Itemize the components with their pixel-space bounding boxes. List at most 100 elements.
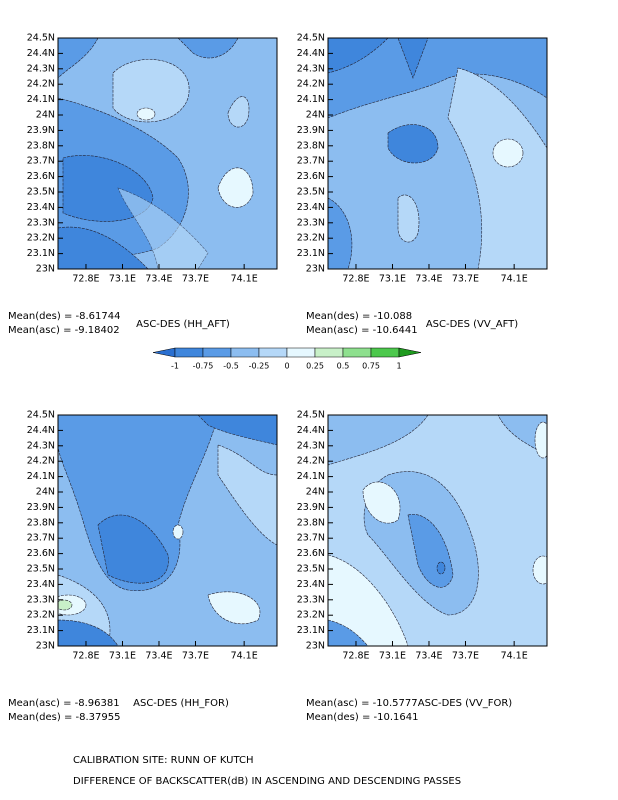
footer-text: DIFFERENCE OF BACKSCATTER(dB) IN ASCENDI…	[73, 776, 461, 787]
y-tick-label: 24.5N	[27, 33, 55, 44]
y-tick-label: 23.6N	[297, 548, 325, 559]
y-tick-label: 23.6N	[297, 171, 325, 182]
stat-text: Mean(asc) = -10.6441	[306, 325, 418, 336]
colorbar-segment	[314, 347, 344, 358]
x-tick-label: 73.4E	[145, 274, 172, 285]
x-tick-label: 73.7E	[182, 651, 209, 662]
colorbar-label: 0.75	[362, 362, 380, 371]
y-tick-label: 23.5N	[27, 187, 55, 198]
contour-fill	[58, 415, 277, 646]
y-tick-label: 23.9N	[27, 502, 55, 513]
y-tick-label: 24.3N	[297, 440, 325, 451]
plot-frame	[57, 37, 278, 270]
x-tick-label: 74.1E	[501, 651, 528, 662]
colorbar-segment	[230, 347, 260, 358]
y-tick-label: 24.4N	[27, 48, 55, 59]
y-tick-label: 24.3N	[27, 440, 55, 451]
colorbar-label: -0.25	[249, 362, 270, 371]
stat-text: Mean(asc) = -9.18402	[8, 325, 120, 336]
colorbar-segment	[174, 347, 204, 358]
plot-frame	[327, 414, 548, 647]
stat-text: Mean(des) = -10.088	[306, 311, 412, 322]
y-tick-label: 24N	[306, 487, 325, 498]
y-tick-label: 23.3N	[297, 217, 325, 228]
colorbar-label: 0.5	[337, 362, 350, 371]
y-tick-label: 24.2N	[27, 456, 55, 467]
y-tick-label: 23.1N	[27, 248, 55, 259]
y-tick-label: 23.6N	[27, 548, 55, 559]
y-tick-label: 23.1N	[297, 248, 325, 259]
y-tick-label: 23.8N	[27, 517, 55, 528]
y-tick-label: 23.4N	[27, 579, 55, 590]
x-tick-label: 72.8E	[342, 651, 369, 662]
y-tick-label: 23.2N	[27, 233, 55, 244]
y-tick-label: 23.3N	[27, 217, 55, 228]
y-tick-label: 23.5N	[27, 564, 55, 575]
y-tick-label: 24N	[306, 110, 325, 121]
y-tick-label: 24.2N	[297, 456, 325, 467]
x-tick-label: 73.7E	[452, 651, 479, 662]
y-tick-label: 23.5N	[297, 187, 325, 198]
x-tick-label: 73.1E	[379, 274, 406, 285]
y-tick-label: 23.4N	[297, 579, 325, 590]
x-tick-label: 74.1E	[231, 651, 258, 662]
y-tick-label: 23N	[36, 264, 55, 275]
colorbar-label: -0.5	[223, 362, 239, 371]
colorbar-label: 0.25	[306, 362, 324, 371]
colorbar-segment	[342, 347, 372, 358]
y-tick-label: 23.1N	[27, 625, 55, 636]
contour-fill	[328, 38, 547, 269]
y-tick-label: 23.8N	[297, 517, 325, 528]
colorbar-arrow	[398, 347, 422, 358]
stat-text: Mean(asc) = -10.5777	[306, 698, 418, 709]
y-tick-label: 23.3N	[297, 594, 325, 605]
y-tick-label: 23.2N	[27, 610, 55, 621]
x-tick-label: 73.7E	[452, 274, 479, 285]
x-tick-label: 73.4E	[145, 651, 172, 662]
y-tick-label: 24.5N	[27, 410, 55, 421]
colorbar-label: 1	[396, 362, 401, 371]
y-tick-label: 23.1N	[297, 625, 325, 636]
y-tick-label: 23.8N	[27, 140, 55, 151]
y-tick-label: 23N	[306, 641, 325, 652]
stat-text: Mean(des) = -8.37955	[8, 712, 120, 723]
y-tick-label: 24.4N	[297, 425, 325, 436]
y-tick-label: 23.6N	[27, 171, 55, 182]
colorbar-segment	[370, 347, 400, 358]
y-tick-label: 24.2N	[27, 79, 55, 90]
contour-fill	[328, 415, 547, 646]
panel-title: ASC-DES (VV_FOR)	[418, 698, 512, 709]
x-tick-label: 73.1E	[109, 274, 136, 285]
y-tick-label: 23.8N	[297, 140, 325, 151]
y-tick-label: 24.1N	[297, 471, 325, 482]
y-tick-label: 24N	[36, 110, 55, 121]
y-tick-label: 24.1N	[297, 94, 325, 105]
x-tick-label: 72.8E	[342, 274, 369, 285]
x-tick-label: 72.8E	[72, 274, 99, 285]
x-tick-label: 74.1E	[501, 274, 528, 285]
y-tick-label: 24.5N	[297, 33, 325, 44]
y-tick-label: 24.1N	[27, 471, 55, 482]
stat-text: Mean(des) = -8.61744	[8, 311, 120, 322]
y-tick-label: 24.5N	[297, 410, 325, 421]
x-tick-label: 73.1E	[109, 651, 136, 662]
y-tick-label: 24.3N	[297, 63, 325, 74]
y-tick-label: 23.4N	[297, 202, 325, 213]
stat-text: Mean(asc) = -8.96381	[8, 698, 120, 709]
y-tick-label: 24.2N	[297, 79, 325, 90]
y-tick-label: 24N	[36, 487, 55, 498]
colorbar-label: -0.75	[193, 362, 214, 371]
y-tick-label: 23.2N	[297, 610, 325, 621]
y-tick-label: 23.7N	[27, 533, 55, 544]
colorbar-label: 0	[284, 362, 289, 371]
y-tick-label: 24.4N	[27, 425, 55, 436]
y-tick-label: 23.9N	[297, 125, 325, 136]
y-tick-label: 23.7N	[297, 533, 325, 544]
contour-fill	[58, 38, 277, 269]
panel-title: ASC-DES (HH_AFT)	[136, 319, 230, 330]
x-tick-label: 73.1E	[379, 651, 406, 662]
colorbar-arrow	[152, 347, 176, 358]
plot-frame	[327, 37, 548, 270]
y-tick-label: 24.3N	[27, 63, 55, 74]
